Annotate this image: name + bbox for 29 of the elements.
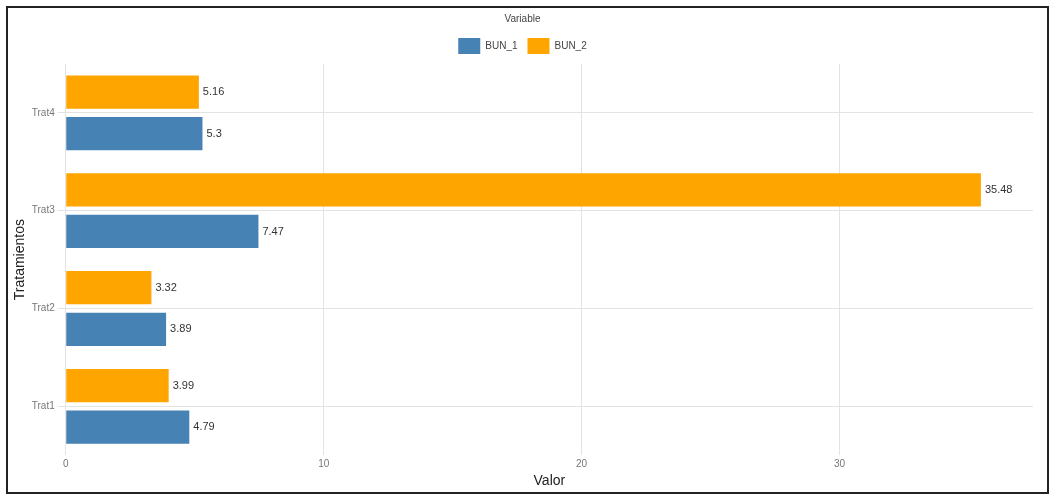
legend-label: BUN_1 <box>485 39 518 51</box>
data-label: 35.48 <box>984 182 1013 195</box>
bar <box>66 173 981 207</box>
y-tick-label: Trat3 <box>31 204 56 216</box>
data-label: 7.47 <box>262 224 284 237</box>
data-label: 3.89 <box>170 322 192 335</box>
x-tick-label: 30 <box>833 457 846 469</box>
x-tick-label: 10 <box>318 457 330 469</box>
x-tick-label: 0 <box>62 457 69 469</box>
bar <box>66 312 167 346</box>
y-axis-title: Tratamientos <box>11 219 28 301</box>
data-label: 5.16 <box>202 85 225 98</box>
bar <box>66 271 152 305</box>
data-label: 4.79 <box>193 420 215 433</box>
y-tick-label: Trat4 <box>31 106 56 118</box>
data-label: 3.99 <box>172 378 195 391</box>
data-label: 3.32 <box>155 280 177 293</box>
bar <box>66 410 190 444</box>
y-tick-label: Trat2 <box>31 302 56 314</box>
x-axis-title: Valor <box>533 472 566 489</box>
legend-label: BUN_2 <box>554 39 588 51</box>
x-tick-label: 20 <box>576 457 588 469</box>
bar <box>66 117 203 151</box>
bar <box>66 368 169 403</box>
y-tick-label: Trat1 <box>31 400 56 412</box>
bar <box>66 214 259 249</box>
bar <box>66 75 199 109</box>
legend-title: Variable <box>504 12 541 24</box>
data-label: 5.3 <box>206 126 222 139</box>
